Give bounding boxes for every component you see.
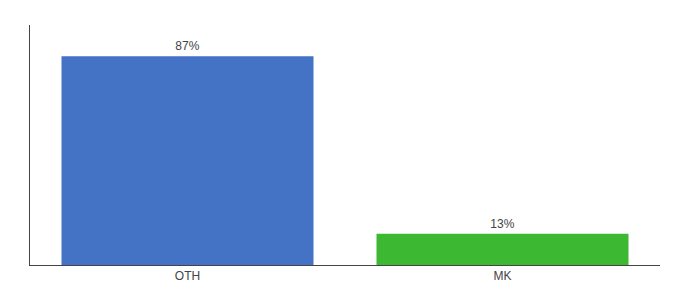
svg-text:OTH: OTH: [175, 269, 200, 283]
svg-text:13%: 13%: [490, 217, 514, 231]
svg-text:87%: 87%: [175, 39, 199, 53]
svg-text:MK: MK: [494, 269, 512, 283]
